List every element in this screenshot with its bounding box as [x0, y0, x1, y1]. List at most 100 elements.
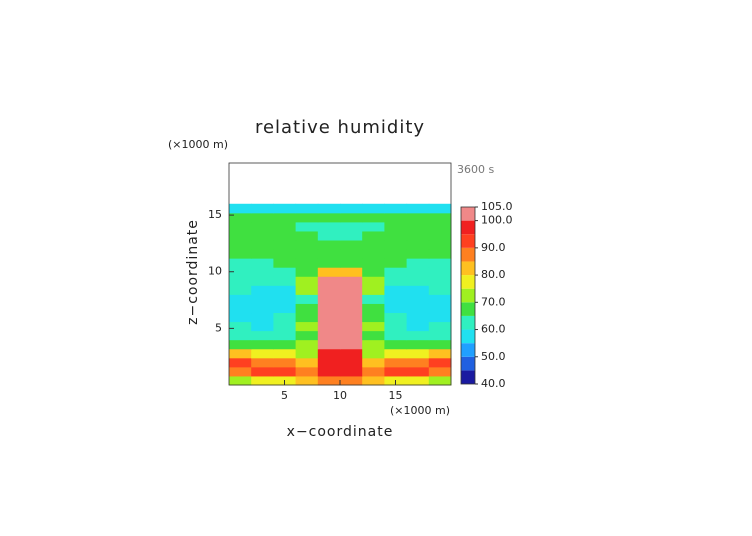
contour-cell: [295, 230, 319, 241]
contour-cell: [273, 339, 297, 350]
contour-cell: [406, 258, 430, 268]
contour-cell: [251, 303, 274, 314]
contour-cell: [295, 366, 319, 377]
contour-cell: [317, 339, 341, 350]
contour-cell: [428, 321, 452, 332]
colorbar-tick-label: 70.0: [481, 295, 506, 308]
colorbar-band: [461, 288, 475, 303]
contour-cell: [273, 212, 297, 223]
contour-cell: [340, 375, 363, 386]
contour-cell: [428, 285, 452, 295]
contour-cell: [362, 276, 385, 286]
colorbar-tick-label: 100.0: [481, 214, 513, 227]
contour-cell: [362, 294, 385, 304]
y-tick-label: 5: [215, 321, 222, 334]
contour-cell: [251, 339, 274, 350]
contour-cell: [362, 348, 385, 359]
contour-cell: [317, 249, 341, 259]
colorbar-tick-label: 50.0: [481, 350, 506, 363]
x-axis-label: x−coordinate: [287, 424, 394, 440]
colorbar-band: [461, 261, 475, 276]
contour-cell: [362, 240, 385, 250]
contour-cell: [251, 258, 274, 268]
contour-cell: [406, 366, 430, 377]
contour-cell: [428, 212, 452, 223]
contour-cell: [362, 285, 385, 295]
colorbar-frame: [460, 206, 476, 385]
contour-cell: [362, 221, 385, 232]
contour-cell: [229, 294, 252, 304]
contour-cell: [340, 230, 363, 241]
contour-cell: [362, 321, 385, 332]
contour-cell: [251, 294, 274, 304]
contour-cell: [273, 240, 297, 250]
contour-cell: [406, 212, 430, 223]
contour-cell: [406, 330, 430, 341]
x-tick-label: 10: [333, 389, 347, 402]
contour-cell: [317, 375, 341, 386]
contour-cell: [384, 203, 408, 214]
contour-cell: [340, 221, 363, 232]
contour-cell: [384, 357, 408, 368]
contour-cell: [362, 249, 385, 259]
contour-cell: [251, 348, 274, 359]
contour-cell: [229, 212, 252, 223]
contour-cell: [229, 339, 252, 350]
contour-cell: [428, 339, 452, 350]
contour-cell: [406, 221, 430, 232]
contour-cell: [317, 348, 341, 359]
contour-cell: [317, 294, 341, 304]
contour-cell: [406, 375, 430, 386]
contour-cell: [384, 339, 408, 350]
contour-cell: [406, 203, 430, 214]
contour-cell: [273, 203, 297, 214]
y-axis-label: z−coordinate: [185, 219, 201, 325]
time-label: 3600 s: [457, 163, 494, 176]
contour-cell: [428, 230, 452, 241]
contour-cell: [362, 339, 385, 350]
x-tick-label: 5: [281, 389, 288, 402]
contour-cell: [317, 240, 341, 250]
contour-cell: [340, 249, 363, 259]
contour-cell: [229, 249, 252, 259]
contour-cell: [384, 348, 408, 359]
contour-cell: [406, 240, 430, 250]
contour-cell: [428, 249, 452, 259]
contour-cell: [295, 312, 319, 323]
contour-cell: [229, 285, 252, 295]
colorbar-band: [461, 356, 475, 371]
contour-cell: [317, 321, 341, 332]
chart-title: relative humidity: [255, 117, 425, 138]
y-tick-label: 10: [208, 265, 222, 278]
contour-cell: [229, 357, 252, 368]
contour-cell: [251, 203, 274, 214]
contour-cell: [384, 330, 408, 341]
contour-cell: [340, 203, 363, 214]
contour-cell: [384, 366, 408, 377]
contour-cell: [295, 357, 319, 368]
contour-cell: [384, 321, 408, 332]
contour-cell: [362, 258, 385, 268]
contour-cell: [251, 240, 274, 250]
x-tick-label: 15: [389, 389, 403, 402]
contour-cell: [229, 240, 252, 250]
contour-cell: [406, 294, 430, 304]
colorbar-band: [461, 315, 475, 330]
contour-cell: [251, 330, 274, 341]
contour-cell: [406, 348, 430, 359]
colorbar-band: [461, 343, 475, 357]
contour-cell: [317, 366, 341, 377]
contour-cell: [362, 230, 385, 241]
contour-cell: [317, 312, 341, 323]
contour-cell: [273, 285, 297, 295]
contour-cell: [295, 303, 319, 314]
contour-cell: [406, 230, 430, 241]
contour-cell: [428, 294, 452, 304]
contour-cell: [229, 276, 252, 286]
colorbar-band: [461, 247, 475, 262]
contour-cell: [317, 203, 341, 214]
contour-cell: [362, 203, 385, 214]
contour-cell: [340, 339, 363, 350]
contour-cell: [428, 330, 452, 341]
